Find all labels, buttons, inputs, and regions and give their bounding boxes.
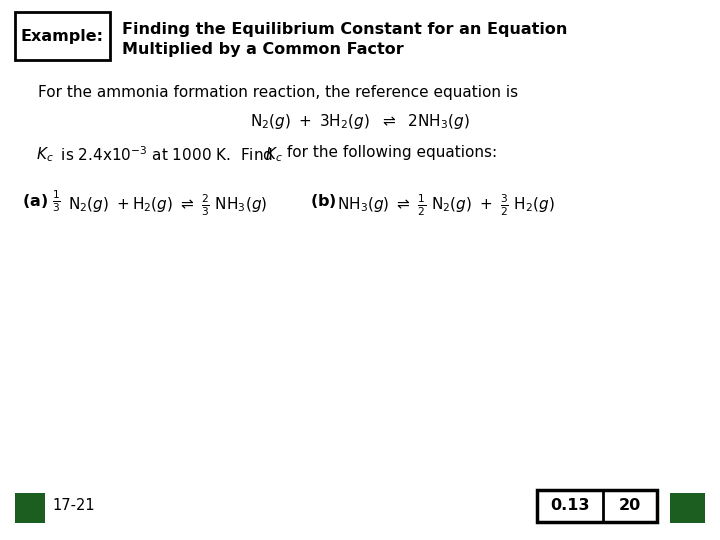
Text: $\mathbf{(b)}$: $\mathbf{(b)}$	[310, 192, 337, 210]
Text: Example:: Example:	[21, 29, 104, 44]
FancyBboxPatch shape	[15, 493, 45, 523]
Text: $\mathit{K}_c$: $\mathit{K}_c$	[265, 145, 283, 164]
Text: $\mathit{K}_c$: $\mathit{K}_c$	[36, 145, 54, 164]
Text: is 2.4x10$^{-3}$ at 1000 K.  Find: is 2.4x10$^{-3}$ at 1000 K. Find	[56, 145, 274, 164]
FancyBboxPatch shape	[670, 493, 705, 523]
Text: $\mathrm{N_2}(\mathit{g})\ +\mathrm{H_2}(\mathit{g})\ \rightleftharpoons\ \frac{: $\mathrm{N_2}(\mathit{g})\ +\mathrm{H_2}…	[68, 192, 267, 218]
Text: 17-21: 17-21	[52, 498, 94, 513]
FancyBboxPatch shape	[537, 490, 657, 522]
Text: For the ammonia formation reaction, the reference equation is: For the ammonia formation reaction, the …	[38, 85, 518, 100]
Text: $\frac{1}{3}$: $\frac{1}{3}$	[52, 188, 60, 214]
Text: $\mathbf{(a)}$: $\mathbf{(a)}$	[22, 192, 48, 210]
FancyBboxPatch shape	[15, 12, 110, 60]
Text: Finding the Equilibrium Constant for an Equation: Finding the Equilibrium Constant for an …	[122, 22, 567, 37]
Text: for the following equations:: for the following equations:	[282, 145, 497, 160]
Text: 20: 20	[619, 498, 641, 514]
Text: $\mathrm{NH_3}(\mathit{g})\ \rightleftharpoons\ \frac{1}{2}\ \mathrm{N_2}(\mathi: $\mathrm{NH_3}(\mathit{g})\ \rightleftha…	[337, 192, 555, 218]
Text: $\mathrm{N_2}(\mathit{g})\ +\ 3\mathrm{H_2}(\mathit{g})\ \ \rightleftharpoons\ \: $\mathrm{N_2}(\mathit{g})\ +\ 3\mathrm{H…	[250, 112, 470, 131]
Text: 0.13: 0.13	[550, 498, 590, 514]
Text: Multiplied by a Common Factor: Multiplied by a Common Factor	[122, 42, 404, 57]
